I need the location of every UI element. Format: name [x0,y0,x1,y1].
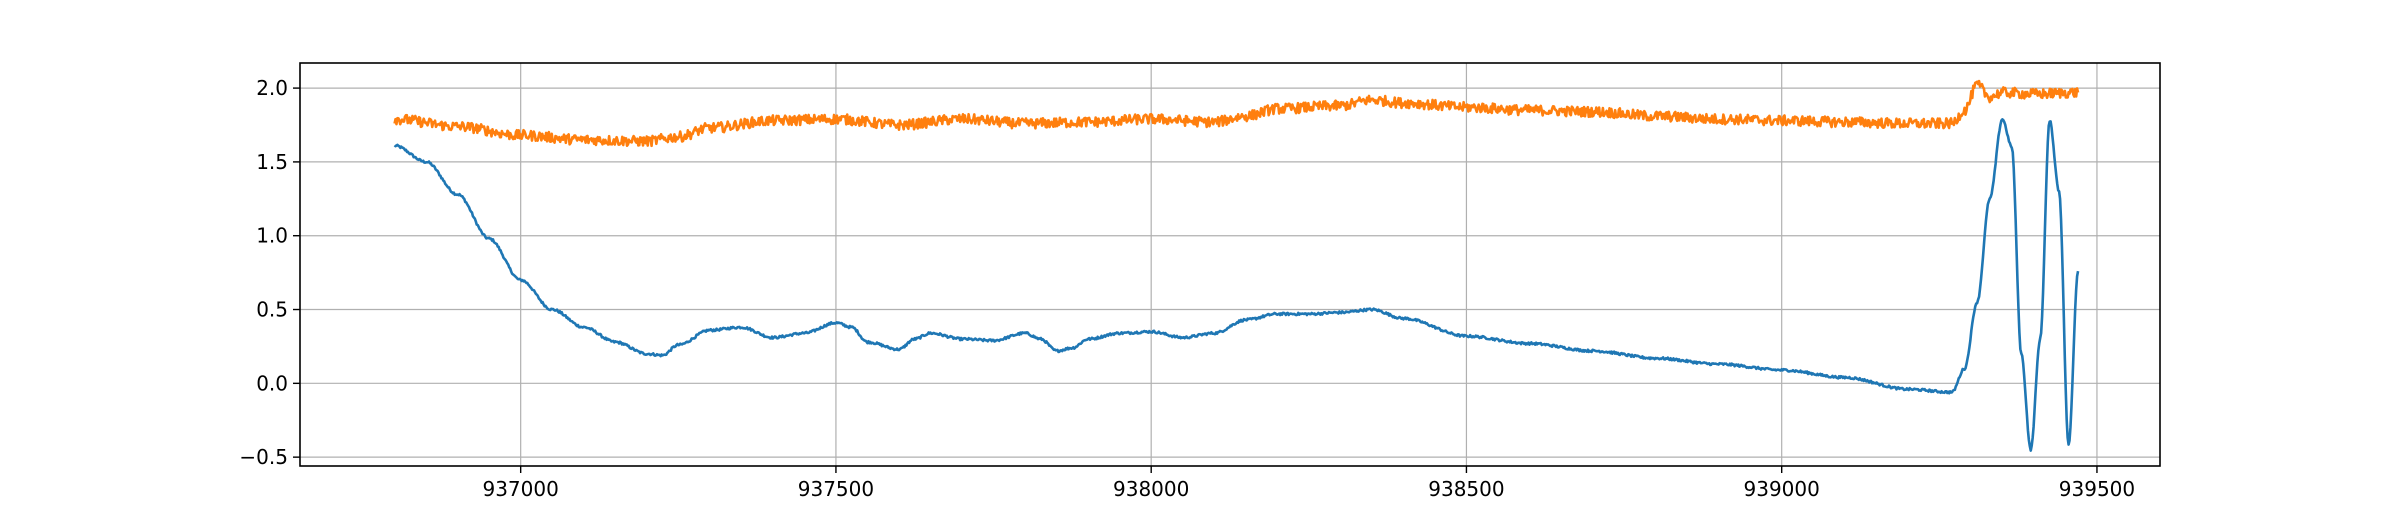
y-tick-label: 2.0 [256,76,288,100]
grid-lines [300,63,2160,466]
x-tick-label: 938000 [1113,477,1189,501]
y-tick-label: 1.0 [256,224,288,248]
series-line-1 [393,118,2080,452]
y-tick-label: 1.5 [256,150,288,174]
x-tick-label: 939500 [2059,477,2135,501]
y-tick-label: 0.5 [256,298,288,322]
y-tick-label: −0.5 [239,445,288,469]
data-series [393,79,2080,452]
x-tick-label: 937000 [482,477,558,501]
axis-ticks: 937000 937500 938000 938500 939000 939500 −0.5… [239,76,2135,501]
x-tick-label: 939000 [1744,477,1820,501]
series-line-2 [393,79,2080,148]
y-tick-label: 0.0 [256,371,288,395]
x-tick-label: 937500 [798,477,874,501]
x-tick-label: 938500 [1428,477,1504,501]
plot-frame [299,62,2161,467]
plot-area [300,63,2160,466]
